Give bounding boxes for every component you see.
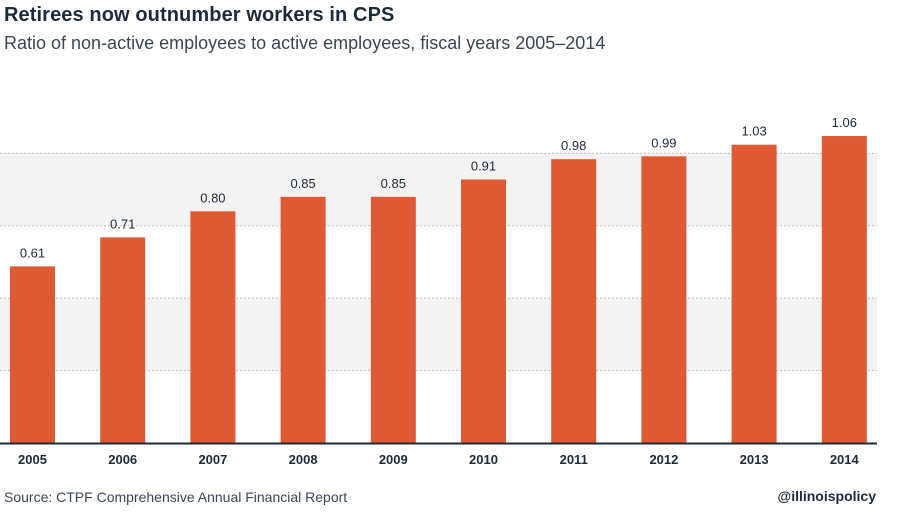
grid-band bbox=[0, 153, 877, 226]
grid-band bbox=[0, 298, 877, 371]
chart-subtitle: Ratio of non-active employees to active … bbox=[4, 33, 606, 53]
x-tick-label: 2010 bbox=[469, 452, 498, 467]
bar bbox=[461, 179, 506, 444]
data-label: 0.85 bbox=[290, 176, 315, 191]
x-tick-label: 2007 bbox=[198, 452, 227, 467]
x-tick-label: 2013 bbox=[740, 452, 769, 467]
bar bbox=[10, 266, 55, 443]
x-tick-label: 2009 bbox=[379, 452, 408, 467]
data-label: 0.80 bbox=[200, 190, 225, 205]
chart-title: Retirees now outnumber workers in CPS bbox=[4, 4, 395, 26]
source-note: Source: CTPF Comprehensive Annual Financ… bbox=[4, 489, 348, 505]
bar bbox=[190, 211, 236, 443]
bar bbox=[100, 237, 146, 443]
bar bbox=[370, 196, 416, 443]
bar bbox=[731, 144, 777, 443]
data-label: 0.91 bbox=[471, 158, 496, 173]
x-tick-label: 2012 bbox=[649, 452, 678, 467]
x-tick-label: 2005 bbox=[18, 452, 47, 467]
data-label: 1.03 bbox=[741, 124, 766, 139]
x-tick-label: 2011 bbox=[560, 452, 588, 467]
bar bbox=[641, 156, 687, 443]
bar-chart: 0.61 2005 0.71 2006 0.80 2007 0.85 2008 0.85 2009… bbox=[0, 115, 877, 467]
bar bbox=[280, 196, 326, 443]
data-label: 0.71 bbox=[110, 216, 135, 231]
data-label: 0.61 bbox=[20, 245, 45, 260]
x-tick-label: 2008 bbox=[289, 452, 318, 467]
data-label: 1.06 bbox=[832, 115, 857, 130]
bar bbox=[821, 136, 867, 444]
data-label: 0.98 bbox=[561, 138, 586, 153]
data-label: 0.99 bbox=[651, 135, 676, 150]
data-label: 0.85 bbox=[381, 176, 406, 191]
social-handle: @illinoispolicy bbox=[777, 488, 876, 504]
x-tick-label: 2014 bbox=[830, 452, 860, 467]
x-tick-label: 2006 bbox=[108, 452, 137, 467]
bar bbox=[551, 159, 597, 443]
